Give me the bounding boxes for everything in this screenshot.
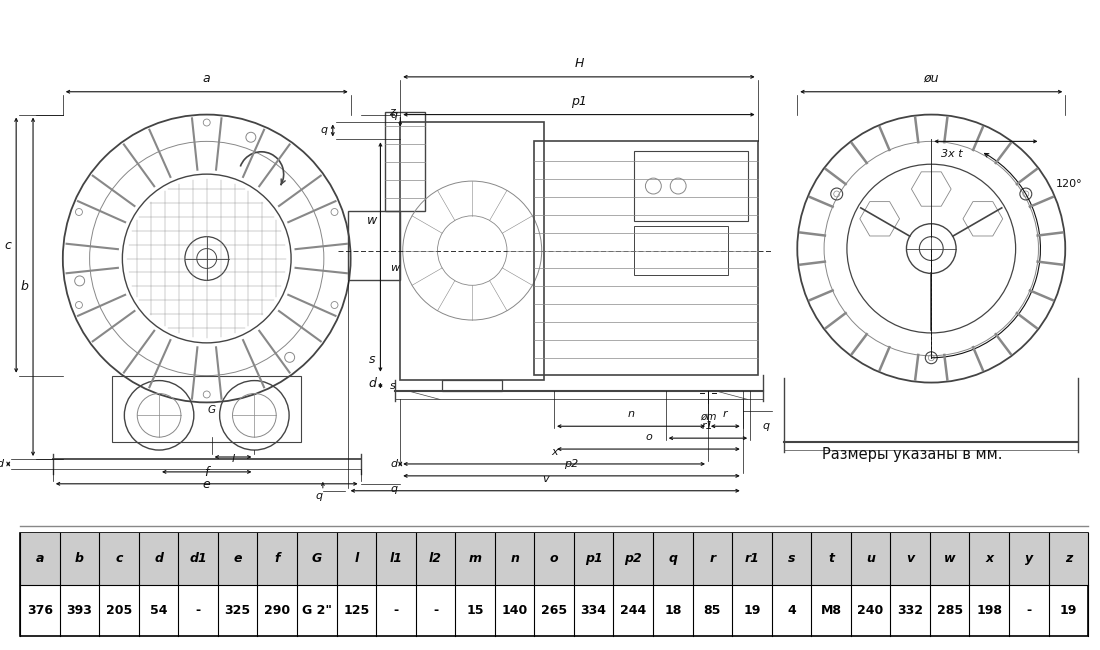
Text: r1: r1: [702, 421, 714, 431]
Text: d: d: [0, 459, 3, 469]
Text: p2: p2: [625, 552, 642, 566]
Text: l2: l2: [429, 552, 442, 566]
Text: d: d: [368, 377, 376, 390]
Text: -: -: [1026, 604, 1032, 617]
Text: q: q: [390, 484, 397, 494]
Text: v: v: [906, 552, 914, 566]
Text: M8: M8: [821, 604, 842, 617]
Text: p1: p1: [585, 552, 603, 566]
Text: l: l: [231, 454, 234, 464]
Text: q: q: [669, 552, 678, 566]
Text: 18: 18: [664, 604, 682, 617]
Text: r: r: [710, 552, 715, 566]
Text: x: x: [986, 552, 993, 566]
Text: 140: 140: [502, 604, 528, 617]
Text: G: G: [208, 406, 216, 415]
Text: øm: øm: [700, 411, 716, 421]
Text: s: s: [370, 353, 376, 366]
Text: q: q: [321, 125, 328, 135]
Text: 265: 265: [541, 604, 568, 617]
Text: d: d: [390, 459, 397, 469]
Text: G 2": G 2": [301, 604, 332, 617]
Text: n: n: [627, 410, 635, 419]
Text: u: u: [866, 552, 874, 566]
Text: 334: 334: [581, 604, 607, 617]
Text: p1: p1: [571, 95, 587, 108]
Bar: [535, 142, 758, 374]
Text: 85: 85: [704, 604, 720, 617]
Text: Размеры указаны в мм.: Размеры указаны в мм.: [822, 447, 1002, 461]
Text: q: q: [762, 421, 770, 431]
Text: o: o: [645, 432, 652, 442]
Text: -: -: [394, 604, 398, 617]
Bar: [400, 122, 544, 380]
Text: q: q: [390, 110, 397, 120]
Bar: [442, 380, 502, 391]
Text: 19: 19: [1059, 604, 1077, 617]
Text: b: b: [20, 280, 29, 293]
Text: p2: p2: [564, 459, 579, 469]
Text: v: v: [542, 474, 549, 484]
Bar: [385, 112, 425, 211]
Text: 285: 285: [936, 604, 962, 617]
Text: 3x t: 3x t: [942, 150, 962, 159]
Text: 205: 205: [106, 604, 132, 617]
Text: 19: 19: [744, 604, 760, 617]
Text: 54: 54: [150, 604, 167, 617]
Text: z: z: [389, 107, 395, 116]
Text: r1: r1: [745, 552, 759, 566]
Text: 325: 325: [224, 604, 251, 617]
Text: t: t: [828, 552, 834, 566]
Bar: [634, 226, 728, 276]
Text: 4: 4: [788, 604, 795, 617]
Text: w: w: [367, 214, 377, 227]
Text: l1: l1: [389, 552, 403, 566]
Text: w: w: [390, 263, 399, 274]
Text: -: -: [196, 604, 200, 617]
Text: d1: d1: [189, 552, 207, 566]
Bar: [20, 534, 1088, 584]
Text: e: e: [233, 552, 242, 566]
Text: b: b: [75, 552, 84, 566]
Bar: [634, 151, 748, 221]
Bar: [348, 211, 400, 280]
Text: s: s: [390, 380, 396, 391]
Text: 120°: 120°: [1055, 179, 1082, 189]
Text: H: H: [574, 57, 584, 70]
Text: øu: øu: [924, 72, 939, 84]
Text: a: a: [202, 72, 210, 84]
Bar: [112, 376, 301, 442]
Text: 15: 15: [466, 604, 484, 617]
Text: m: m: [469, 552, 482, 566]
Text: d: d: [154, 552, 163, 566]
Text: r: r: [723, 410, 727, 419]
Text: n: n: [510, 552, 519, 566]
Text: z: z: [1065, 552, 1071, 566]
Text: 393: 393: [66, 604, 92, 617]
Text: x: x: [551, 447, 558, 457]
Text: f: f: [275, 552, 280, 566]
Text: 332: 332: [898, 604, 923, 617]
Text: a: a: [35, 552, 44, 566]
Text: -: -: [433, 604, 438, 617]
Text: l: l: [354, 552, 359, 566]
Text: e: e: [202, 478, 210, 491]
Text: 198: 198: [976, 604, 1002, 617]
Text: q: q: [316, 491, 323, 500]
Text: 290: 290: [264, 604, 290, 617]
Text: 244: 244: [620, 604, 647, 617]
Text: c: c: [4, 239, 11, 252]
Text: G: G: [311, 552, 322, 566]
Text: w: w: [944, 552, 956, 566]
Text: 376: 376: [26, 604, 53, 617]
Text: 240: 240: [857, 604, 883, 617]
Text: o: o: [550, 552, 559, 566]
Bar: [20, 534, 1088, 636]
Text: s: s: [788, 552, 795, 566]
Text: 125: 125: [343, 604, 370, 617]
Text: f: f: [205, 466, 209, 479]
Text: c: c: [116, 552, 123, 566]
Text: y: y: [1025, 552, 1033, 566]
